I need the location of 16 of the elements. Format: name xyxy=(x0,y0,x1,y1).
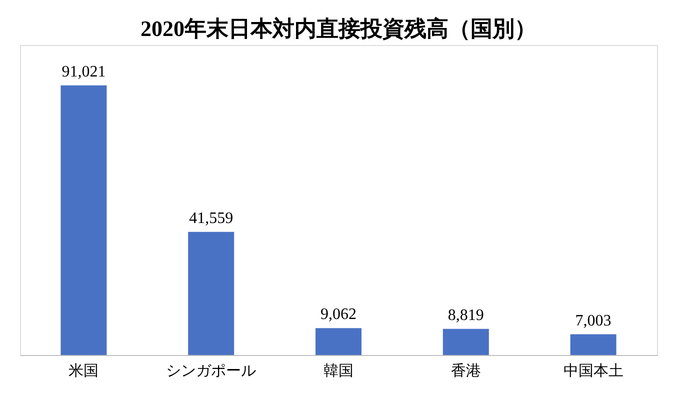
x-tick-label: 韓国 xyxy=(324,362,354,380)
x-tick-label: 中国本土 xyxy=(563,362,624,380)
bar xyxy=(442,328,489,355)
x-tick-label: 香港 xyxy=(450,362,481,380)
data-label: 91,021 xyxy=(62,63,106,80)
data-label: 7,003 xyxy=(575,312,612,330)
x-tick-label: 米国 xyxy=(68,362,99,380)
data-label: 8,819 xyxy=(448,306,484,324)
data-label: 9,062 xyxy=(320,306,356,324)
bar xyxy=(316,328,362,355)
chart-title: 2020年末日本対内直接投資残高（国別） xyxy=(140,16,536,41)
bar xyxy=(188,232,234,355)
x-tick-label: シンガポール xyxy=(166,362,256,380)
bar xyxy=(60,85,107,355)
bar xyxy=(570,334,616,355)
data-label: 41,559 xyxy=(189,210,234,227)
